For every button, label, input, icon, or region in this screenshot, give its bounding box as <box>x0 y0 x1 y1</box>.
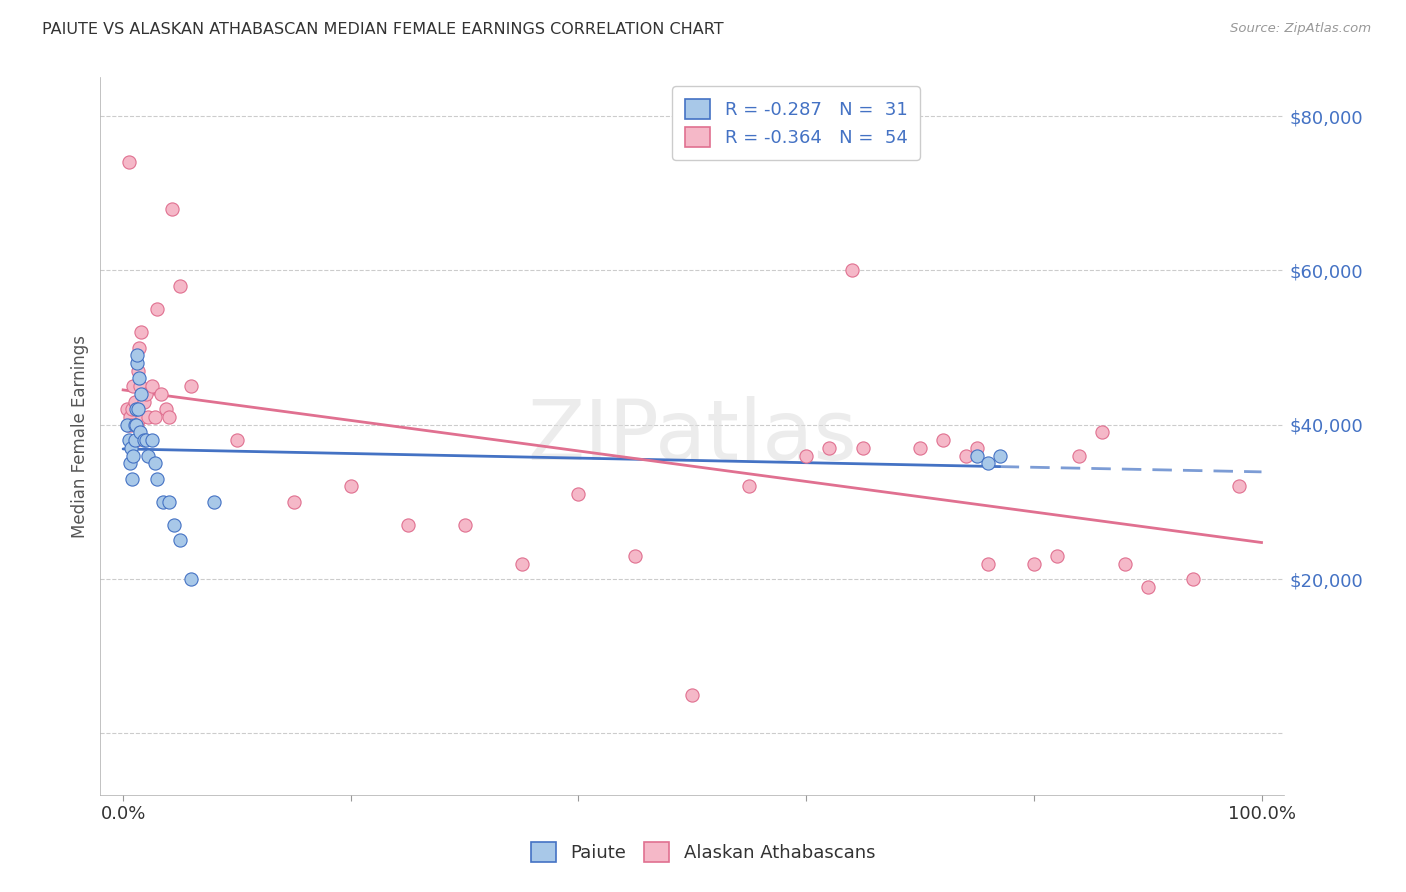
Point <box>124 417 146 432</box>
Point <box>738 479 761 493</box>
Text: Source: ZipAtlas.com: Source: ZipAtlas.com <box>1230 22 1371 36</box>
Point <box>955 449 977 463</box>
Point <box>118 155 141 169</box>
Point <box>169 278 191 293</box>
Point <box>132 394 155 409</box>
Point <box>149 386 172 401</box>
Point <box>125 356 148 370</box>
Point <box>966 449 988 463</box>
Point <box>988 449 1011 463</box>
Point <box>135 433 157 447</box>
Point <box>567 487 589 501</box>
Point <box>1114 557 1136 571</box>
Point <box>510 557 533 571</box>
Point <box>160 202 183 216</box>
Point <box>117 417 139 432</box>
Point <box>118 456 141 470</box>
Point <box>128 371 150 385</box>
Point <box>157 495 180 509</box>
Point <box>122 379 145 393</box>
Point <box>908 441 931 455</box>
Point <box>120 441 142 455</box>
Point <box>1045 549 1067 563</box>
Point <box>163 518 186 533</box>
Point <box>339 479 361 493</box>
Point <box>841 263 863 277</box>
Text: PAIUTE VS ALASKAN ATHABASCAN MEDIAN FEMALE EARNINGS CORRELATION CHART: PAIUTE VS ALASKAN ATHABASCAN MEDIAN FEMA… <box>42 22 724 37</box>
Point <box>1136 580 1159 594</box>
Point <box>169 533 191 548</box>
Point <box>1022 557 1045 571</box>
Point <box>120 417 142 432</box>
Point <box>966 441 988 455</box>
Point <box>125 348 148 362</box>
Point <box>125 417 148 432</box>
Point <box>180 572 202 586</box>
Point <box>136 409 159 424</box>
Point <box>128 341 150 355</box>
Point <box>124 394 146 409</box>
Point <box>115 402 138 417</box>
Point <box>122 449 145 463</box>
Point <box>124 433 146 447</box>
Point <box>124 433 146 447</box>
Point <box>977 456 1000 470</box>
Point <box>180 379 202 393</box>
Point <box>127 364 149 378</box>
Point <box>1069 449 1091 463</box>
Point <box>396 518 419 533</box>
Point <box>624 549 647 563</box>
Point <box>131 386 153 401</box>
Point <box>127 402 149 417</box>
Point <box>152 495 174 509</box>
Point <box>932 433 955 447</box>
Point <box>132 433 155 447</box>
Point <box>136 449 159 463</box>
Point <box>118 409 141 424</box>
Legend: R = -0.287   N =  31, R = -0.364   N =  54: R = -0.287 N = 31, R = -0.364 N = 54 <box>672 87 920 160</box>
Point <box>121 402 143 417</box>
Point <box>124 402 146 417</box>
Point <box>129 425 152 440</box>
Point <box>143 456 166 470</box>
Point <box>681 688 703 702</box>
Point <box>146 301 169 316</box>
Point <box>146 472 169 486</box>
Y-axis label: Median Female Earnings: Median Female Earnings <box>72 334 89 538</box>
Point <box>141 433 163 447</box>
Point <box>143 409 166 424</box>
Point <box>131 325 153 339</box>
Point <box>1091 425 1114 440</box>
Point <box>124 417 146 432</box>
Point <box>1182 572 1205 586</box>
Point <box>157 409 180 424</box>
Point <box>135 386 157 401</box>
Point <box>155 402 177 417</box>
Point <box>226 433 249 447</box>
Point <box>121 472 143 486</box>
Point <box>818 441 841 455</box>
Point <box>141 379 163 393</box>
Point <box>131 409 153 424</box>
Point <box>852 441 875 455</box>
Text: ZIPatlas: ZIPatlas <box>527 396 858 476</box>
Point <box>794 449 817 463</box>
Point <box>283 495 305 509</box>
Point <box>1227 479 1250 493</box>
Point <box>129 379 152 393</box>
Point <box>115 417 138 432</box>
Point <box>202 495 225 509</box>
Point <box>453 518 475 533</box>
Point <box>977 557 1000 571</box>
Legend: Paiute, Alaskan Athabascans: Paiute, Alaskan Athabascans <box>523 835 883 870</box>
Point <box>118 433 141 447</box>
